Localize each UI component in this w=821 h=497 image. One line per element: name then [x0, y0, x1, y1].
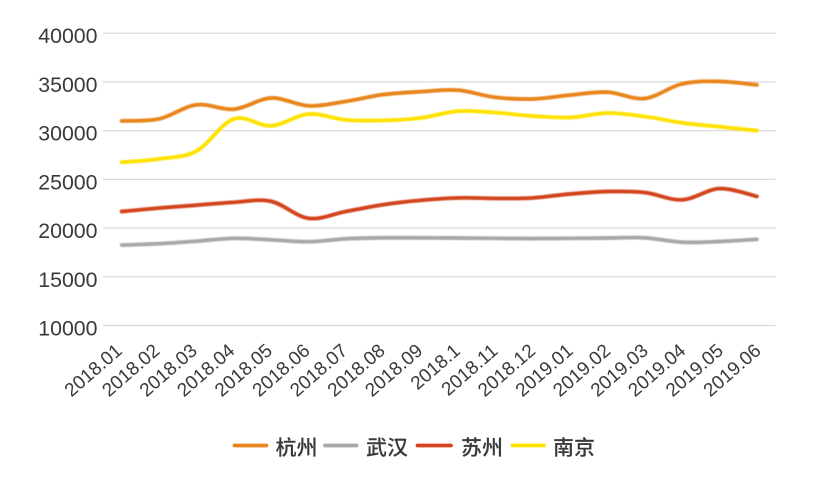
svg-text:40000: 40000 [38, 24, 97, 48]
svg-text:20000: 20000 [38, 219, 97, 243]
svg-text:25000: 25000 [38, 170, 97, 194]
svg-text:30000: 30000 [38, 122, 97, 146]
svg-text:10000: 10000 [38, 317, 97, 341]
svg-text:35000: 35000 [38, 73, 97, 97]
svg-text:15000: 15000 [38, 268, 97, 292]
